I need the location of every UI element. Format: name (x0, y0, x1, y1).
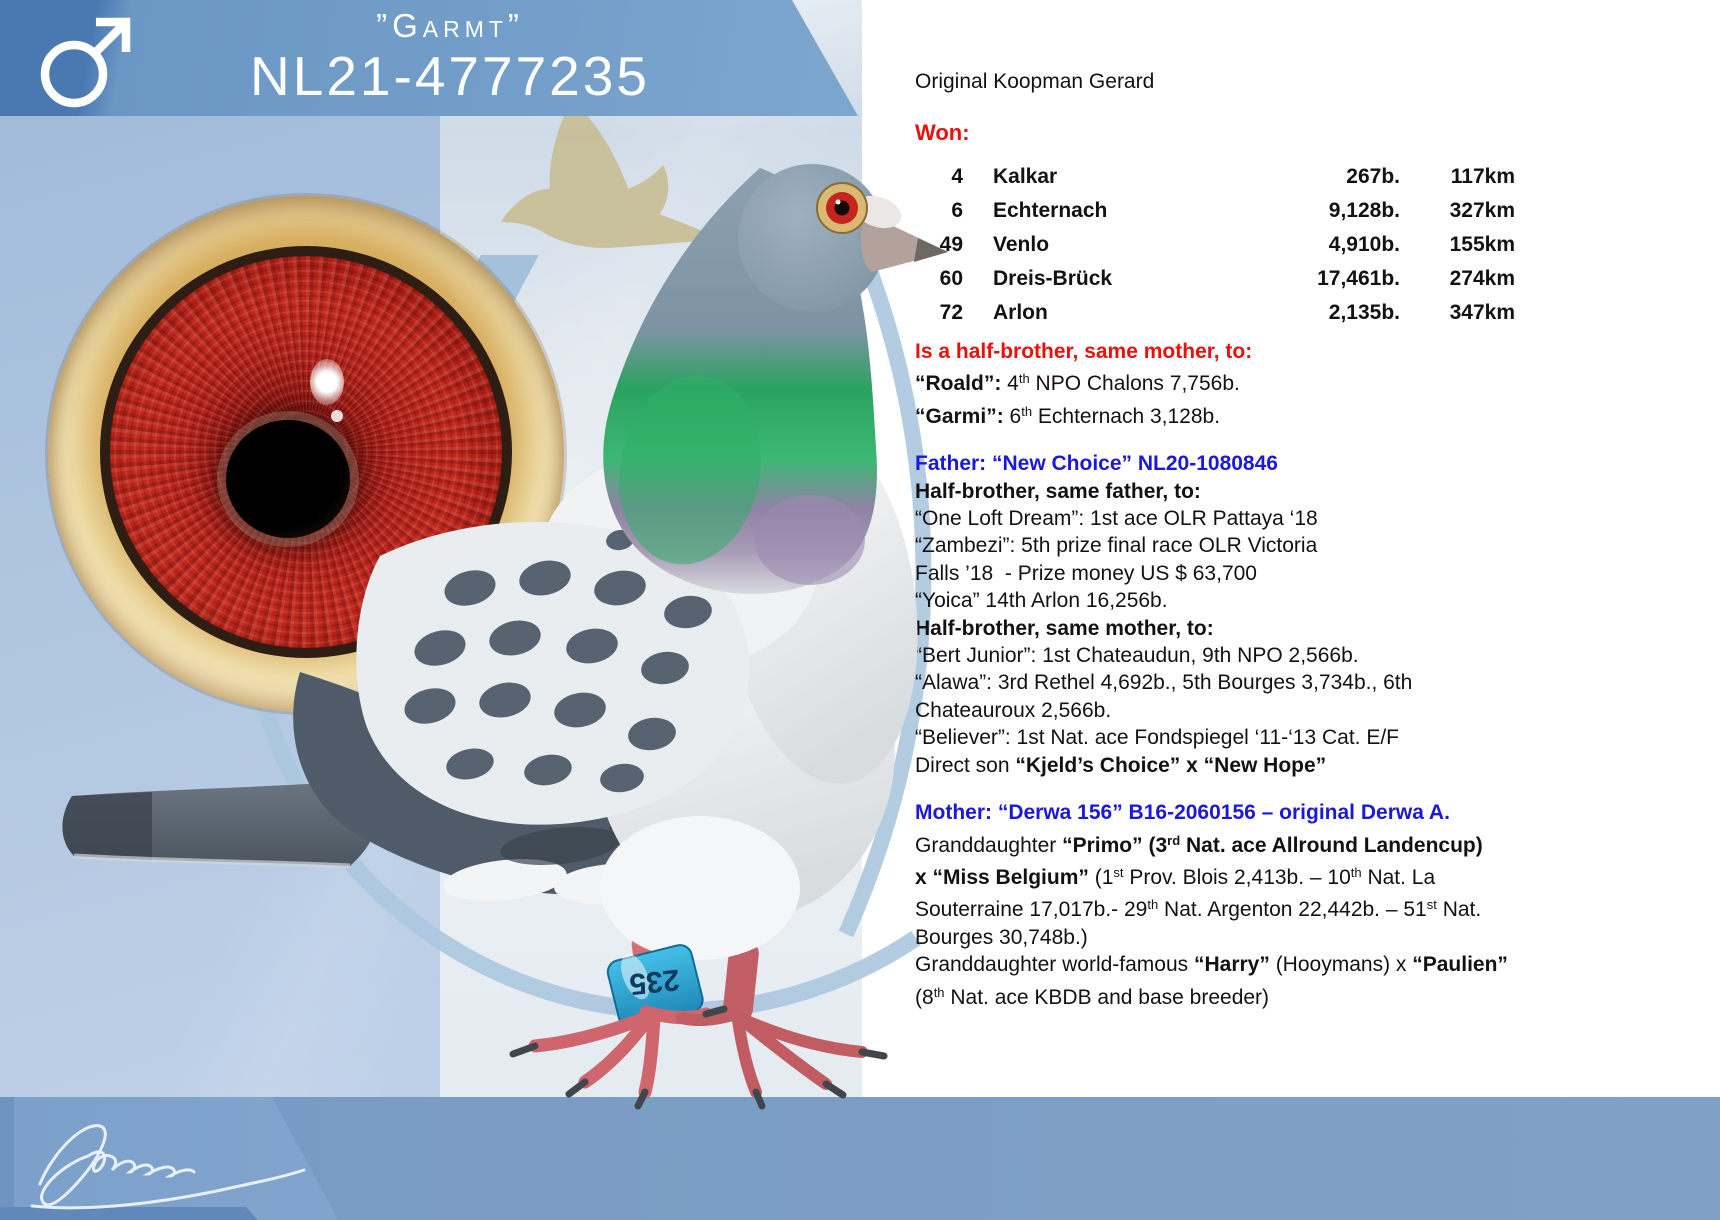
result-race: Dreis-Brück (993, 267, 1113, 290)
pigeon-eye-photo (48, 196, 564, 712)
band-left-edge (0, 1097, 14, 1220)
pedigree-line: Father: “New Choice” NL20-1080846 (915, 452, 1278, 476)
result-distance: 327km (1449, 199, 1515, 222)
result-row: 49 Venlo 4,910b. 155km (915, 228, 1515, 262)
pedigree-line: “Zambezi”: 5th prize final race OLR Vict… (915, 534, 1318, 558)
result-place: 49 (939, 233, 963, 256)
signature (30, 1124, 306, 1210)
result-birds: 9,128b. (1328, 199, 1400, 222)
result-race: Arlon (993, 301, 1048, 324)
pedigree-line: x “Miss Belgium” (1st Prov. Blois 2,413b… (915, 864, 1436, 889)
result-place: 72 (939, 301, 963, 324)
result-distance: 155km (1449, 233, 1515, 256)
origin-line: Original Koopman Gerard (915, 70, 1155, 93)
pigeon-nickname: ”Garmt” (376, 7, 524, 44)
band-bottom-strip (0, 1207, 258, 1220)
band-diagonal-shade (272, 1097, 1720, 1220)
won-label: Won: (915, 120, 970, 145)
result-birds: 4,910b. (1328, 233, 1400, 256)
pedigree-line: Souterraine 17,017b.- 29th Nat. Argenton… (915, 897, 1482, 922)
banner-text: ”Garmt” NL21-4777235 (170, 7, 730, 107)
male-symbol-icon (40, 17, 131, 108)
pedigree-line: Falls ’18 - Prize money US $ 63,700 (915, 561, 1257, 585)
pedigree-line: (8th Nat. ace KBDB and base breeder) (915, 984, 1270, 1009)
result-birds: 17,461b. (1317, 267, 1400, 290)
result-race: Kalkar (993, 165, 1058, 188)
pedigree-line: “Bert Junior”: 1st Chateaudun, 9th NPO 2… (915, 644, 1359, 668)
pedigree-line: Granddaughter world-famous “Harry” (Hooy… (915, 953, 1508, 977)
pigeon-ring-number: NL21-4777235 (250, 45, 650, 107)
result-row: 60 Dreis-Brück 17,461b. 274km (915, 262, 1515, 296)
pedigree-line: Bourges 30,748b.) (915, 925, 1088, 949)
pedigree-line: Half-brother, same mother, to: (915, 616, 1214, 640)
result-place: 60 (939, 267, 963, 290)
header-banner (0, 0, 858, 116)
pedigree-line: “Roald”: 4th NPO Chalons 7,756b. (915, 371, 1240, 396)
pedigree-text: Is a half-brother, same mother, to: “Roal… (915, 338, 1535, 1011)
eye-pupil (226, 420, 350, 538)
result-row: 72 Arlon 2,135b. 347km (915, 296, 1515, 330)
pedigree-line: “Alawa”: 3rd Rethel 4,692b., 5th Bourges… (915, 671, 1413, 695)
pedigree-line: “One Loft Dream”: 1st ace OLR Pattaya ‘1… (915, 507, 1318, 531)
result-place: 6 (951, 199, 963, 222)
result-place: 4 (951, 165, 963, 188)
result-race: Venlo (993, 233, 1050, 256)
pedigree-line: Is a half-brother, same mother, to: (915, 340, 1253, 363)
right-background (862, 0, 1720, 1220)
eye-highlight (310, 359, 344, 405)
pedigree-line: Direct son “Kjeld’s Choice” x “New Hope” (915, 753, 1327, 777)
results-table: 4 Kalkar 267b. 117km 6 Echternach 9,128b. 327km… (915, 160, 1515, 330)
result-distance: 117km (1450, 165, 1515, 188)
pedigree-line: Mother: “Derwa 156” B16-2060156 – origin… (915, 801, 1450, 825)
pedigree-line: Granddaughter “Primo” (3rd Nat. ace Allr… (915, 832, 1483, 857)
pedigree-line: “Garmi”: 6th Echternach 3,128b. (915, 403, 1221, 428)
result-distance: 274km (1449, 267, 1515, 290)
eye-highlight-small (331, 410, 343, 422)
pedigree-line: Half-brother, same father, to: (915, 479, 1201, 503)
result-distance: 347km (1449, 301, 1515, 324)
pedigree-line: “Yoica” 14th Arlon 16,256b. (915, 589, 1168, 613)
pedigree-line: Chateauroux 2,566b. (915, 698, 1112, 722)
result-birds: 267b. (1346, 165, 1400, 188)
result-row: 6 Echternach 9,128b. 327km (915, 194, 1515, 228)
pedigree-line: “Believer”: 1st Nat. ace Fondspiegel ‘11… (915, 726, 1399, 750)
result-race: Echternach (993, 199, 1108, 222)
bottom-band (0, 1097, 1720, 1220)
result-row: 4 Kalkar 267b. 117km (915, 160, 1515, 194)
result-birds: 2,135b. (1328, 301, 1400, 324)
